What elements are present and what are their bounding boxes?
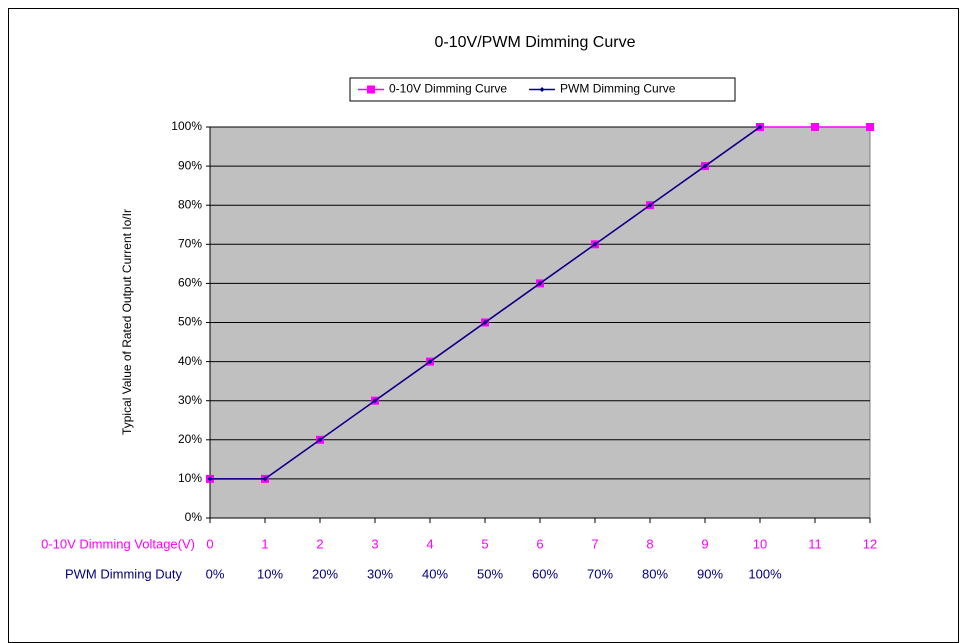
x2-tick-label: 80% [642, 566, 668, 581]
y-tick-label: 20% [178, 432, 202, 446]
marker [866, 123, 874, 131]
x2-tick-label: 100% [748, 566, 782, 581]
x-tick-label: 1 [261, 536, 268, 551]
x-tick-label: 8 [646, 536, 653, 551]
x-tick-label: 7 [591, 536, 598, 551]
y-tick-label: 60% [178, 276, 202, 290]
x2-axis-label: PWM Dimming Duty [65, 566, 183, 581]
x-axis-label: 0-10V Dimming Voltage(V) [41, 536, 195, 551]
x-tick-label: 11 [808, 536, 822, 551]
x-tick-label: 5 [481, 536, 488, 551]
marker [757, 124, 763, 130]
legend-label: 0-10V Dimming Curve [389, 82, 507, 96]
x2-tick-label: 20% [312, 566, 338, 581]
x2-tick-label: 90% [697, 566, 723, 581]
x2-tick-label: 10% [257, 566, 283, 581]
marker [702, 163, 708, 169]
y-tick-label: 80% [178, 197, 202, 211]
marker [207, 476, 213, 482]
x-tick-label: 4 [426, 536, 433, 551]
marker [372, 398, 378, 404]
y-tick-label: 0% [185, 510, 203, 524]
x-tick-label: 3 [371, 536, 378, 551]
marker [262, 476, 268, 482]
marker [367, 85, 375, 94]
y-tick-label: 30% [178, 393, 202, 407]
x2-tick-label: 50% [477, 566, 503, 581]
y-tick-label: 90% [178, 158, 202, 172]
y-axis-label: Typical Value of Rated Output Current Io… [120, 209, 134, 435]
marker [427, 359, 433, 365]
x2-tick-label: 30% [367, 566, 393, 581]
y-tick-label: 50% [178, 315, 202, 329]
x-tick-label: 12 [863, 536, 877, 551]
marker [537, 280, 543, 286]
y-tick-label: 100% [171, 119, 202, 133]
legend-label: PWM Dimming Curve [560, 82, 676, 96]
x2-tick-label: 0% [206, 566, 225, 581]
marker [647, 202, 653, 208]
x-tick-label: 10 [753, 536, 767, 551]
y-tick-label: 40% [178, 354, 202, 368]
x2-tick-label: 60% [532, 566, 558, 581]
x-tick-label: 0 [206, 536, 213, 551]
chart-title: 0-10V/PWM Dimming Curve [435, 34, 636, 51]
marker [539, 87, 545, 92]
marker [592, 241, 598, 247]
marker [317, 437, 323, 443]
x-tick-label: 2 [316, 536, 323, 551]
x2-tick-label: 40% [422, 566, 448, 581]
y-tick-label: 10% [178, 471, 202, 485]
marker [482, 320, 488, 325]
x2-tick-label: 70% [587, 566, 613, 581]
x-tick-label: 9 [701, 536, 708, 551]
marker [811, 123, 819, 131]
y-tick-label: 70% [178, 236, 202, 250]
x-tick-label: 6 [536, 536, 543, 551]
